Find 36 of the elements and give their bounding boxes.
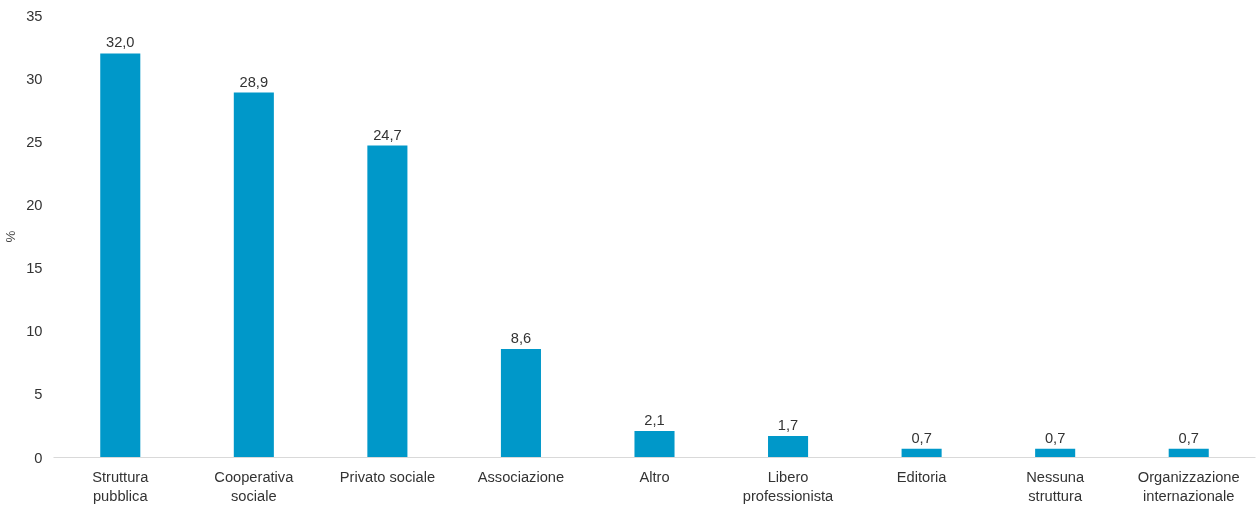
x-tick-label: Associazione — [477, 468, 565, 485]
y-tick-label: 30 — [26, 70, 43, 87]
bar — [100, 53, 141, 458]
data-label: 0,7 — [1044, 429, 1066, 446]
x-tick-label: Privato sociale — [339, 468, 436, 485]
y-tick-label: 20 — [26, 196, 43, 213]
bar — [233, 92, 274, 458]
y-axis-title: % — [3, 230, 19, 243]
data-label: 0,7 — [911, 429, 932, 446]
bar — [367, 145, 408, 458]
y-tick-label: 0 — [34, 449, 43, 466]
x-tick-label: Struttura pubblica — [92, 468, 150, 504]
data-label: 32,0 — [106, 34, 135, 51]
y-tick-label: 25 — [26, 133, 43, 150]
y-tick-label: 5 — [34, 386, 43, 403]
x-tick-label: Editoria — [896, 468, 948, 485]
y-tick-label: 35 — [26, 7, 43, 24]
x-tick-label: Organizzazione internazionale — [1137, 468, 1240, 504]
bar — [901, 448, 942, 458]
data-label: 24,7 — [373, 126, 402, 143]
data-label: 28,9 — [239, 73, 269, 90]
x-tick-label: Libero professionista — [742, 468, 835, 504]
bar — [500, 348, 541, 458]
bar — [768, 436, 809, 458]
bar — [634, 430, 675, 458]
data-label: 8,6 — [510, 329, 532, 346]
bar — [1035, 448, 1076, 458]
x-tick-label: Cooperativa sociale — [214, 468, 295, 504]
x-tick-label: Nessuna struttura — [1026, 468, 1085, 504]
data-label: 0,7 — [1178, 429, 1199, 446]
x-tick-label: Altro — [639, 468, 670, 485]
y-tick-label: 10 — [26, 323, 43, 340]
y-tick-label: 15 — [26, 260, 43, 277]
bar — [1168, 448, 1209, 458]
data-label: 1,7 — [777, 417, 799, 434]
data-label: 2,1 — [644, 411, 665, 428]
